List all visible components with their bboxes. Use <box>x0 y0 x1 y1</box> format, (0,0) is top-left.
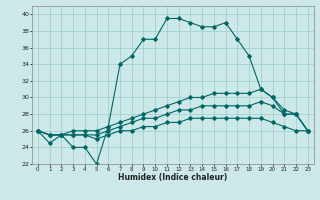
X-axis label: Humidex (Indice chaleur): Humidex (Indice chaleur) <box>118 173 228 182</box>
